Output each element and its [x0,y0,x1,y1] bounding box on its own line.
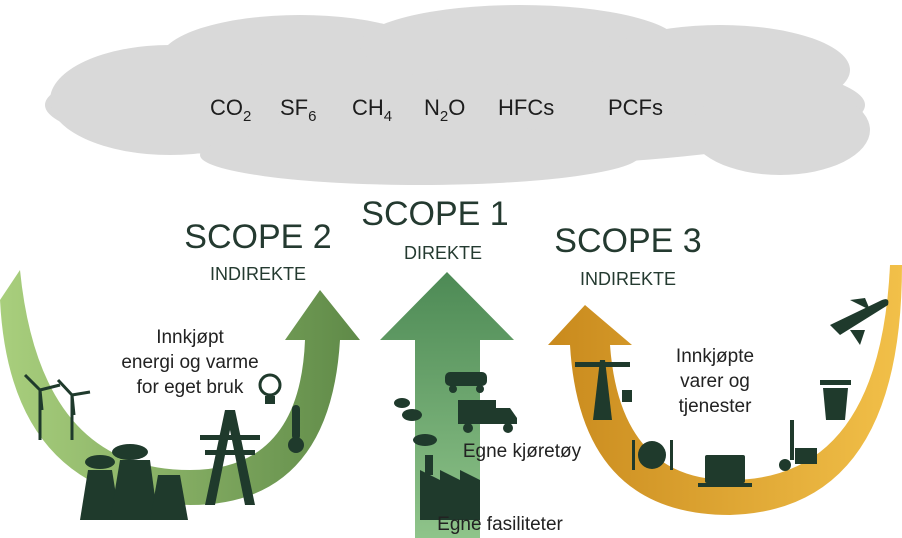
scope-description: varer og [680,371,750,392]
scope-description: Innkjøpte [676,346,754,367]
gas-base: HFCs [498,95,554,120]
gas-subscript: 4 [384,108,392,125]
gas-subscript: 2 [440,108,448,125]
scope-title: SCOPE 3 [554,222,701,260]
scope-label: Egne kjøretøy [463,441,582,462]
scope-description: tjenester [679,396,753,417]
diagram: CO2SF6CH4N2OHFCsPCFs SCOPE 2INDIREKTEInn… [0,0,902,538]
scope-title: SCOPE 2 [184,218,331,256]
scope-description: Innkjøpt [156,327,224,348]
scope-label: Egne fasiliteter [437,514,563,535]
gas: PCFs [608,95,663,120]
scope-description: energi og varme [121,352,258,373]
gas: HFCs [498,95,554,120]
gas-base: PCFs [608,95,663,120]
scope-kind: INDIREKTE [580,269,676,289]
gas-subscript: 2 [243,108,251,125]
gas-base: CO [210,95,243,120]
gas-base: CH [352,95,384,120]
gas-subscript: 6 [308,108,316,125]
scope-description: for eget bruk [137,377,244,398]
gas-base: SF [280,95,308,120]
gas-rest: O [448,95,465,120]
scope-kind: DIREKTE [404,243,482,263]
gas-base: N [424,95,440,120]
scope-kind: INDIREKTE [210,264,306,284]
scope-title: SCOPE 1 [361,195,508,233]
